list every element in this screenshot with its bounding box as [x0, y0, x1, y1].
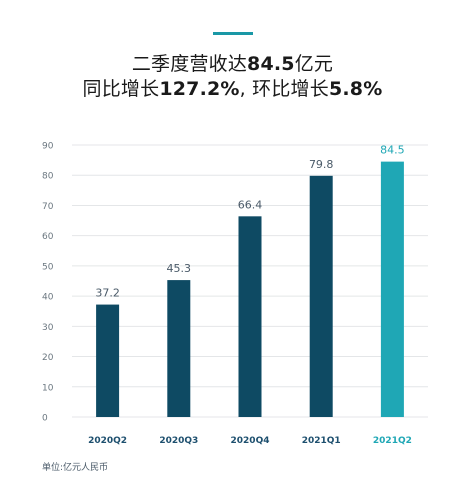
- y-tick-label: 60: [42, 232, 54, 242]
- bar: [380, 161, 404, 417]
- headline-growth: 同比增长127.2%, 环比增长5.8%: [0, 77, 465, 101]
- bar-value-label: 84.5: [380, 144, 405, 157]
- y-tick-label: 30: [42, 323, 54, 333]
- bar-value-label: 79.8: [309, 158, 334, 171]
- x-category-label: 2021Q1: [302, 436, 341, 446]
- bar-value-label: 37.2: [95, 287, 120, 300]
- x-category-label: 2020Q3: [159, 436, 198, 446]
- headline-qoq-value: 5.8%: [328, 78, 383, 100]
- y-tick-label: 40: [42, 293, 54, 303]
- x-category-label: 2020Q2: [88, 436, 127, 446]
- headline-revenue-suffix: 亿元: [294, 53, 334, 75]
- headline-yoy-value: 127.2%: [159, 78, 240, 100]
- header-accent-bar: [213, 32, 253, 35]
- bar-value-label: 66.4: [238, 198, 263, 211]
- y-tick-label: 90: [42, 142, 54, 152]
- bar: [309, 175, 333, 417]
- bar: [96, 304, 120, 417]
- unit-note: 单位:亿元人民币: [42, 463, 109, 473]
- y-tick-label: 10: [42, 383, 54, 393]
- x-category-label: 2020Q4: [231, 436, 270, 446]
- bar-value-label: 45.3: [167, 262, 192, 275]
- headline-qoq-label: 环比增长: [252, 78, 329, 100]
- headline-revenue-value: 84.5: [247, 53, 295, 75]
- bar: [238, 216, 262, 417]
- y-tick-label: 20: [42, 353, 54, 363]
- headline-separator: ,: [239, 78, 253, 100]
- y-tick-label: 80: [42, 172, 54, 182]
- headline-revenue-prefix: 二季度营收达: [131, 53, 248, 75]
- headline-revenue: 二季度营收达84.5亿元: [0, 52, 465, 76]
- y-tick-label: 70: [42, 202, 54, 212]
- x-category-label: 2021Q2: [373, 436, 412, 446]
- y-tick-label: 50: [42, 262, 54, 272]
- headline-yoy-label: 同比增长: [82, 78, 160, 100]
- y-tick-label: 0: [42, 414, 48, 424]
- bar: [167, 280, 191, 417]
